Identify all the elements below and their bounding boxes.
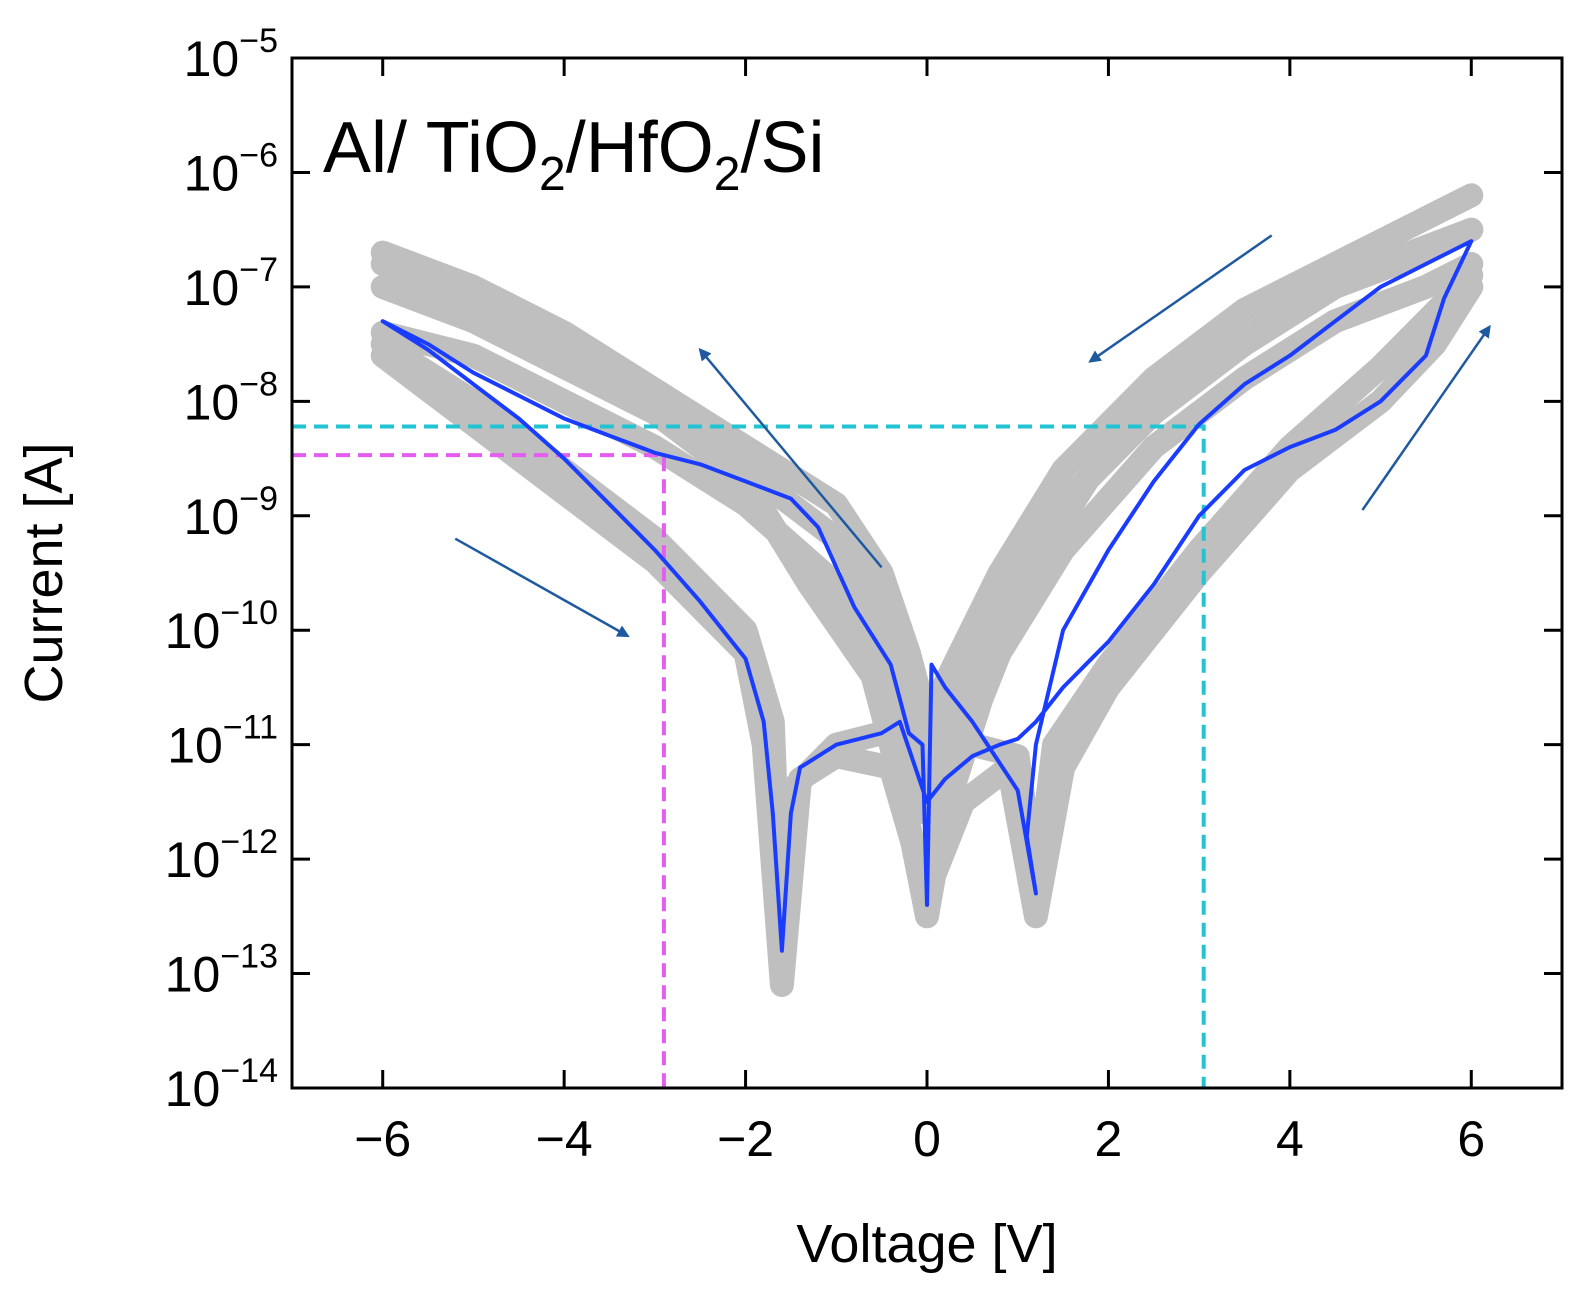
- arrow-lower-right: [1361, 324, 1491, 511]
- y-tick-exponent: −13: [220, 938, 278, 976]
- y-tick-base: 10: [165, 603, 221, 659]
- x-tick-label: −4: [536, 1111, 593, 1167]
- y-tick-label: 10−12: [165, 823, 278, 888]
- y-tick-base: 10: [167, 718, 223, 774]
- y-tick-label: 10−8: [184, 365, 278, 430]
- y-tick-label: 10−6: [184, 136, 278, 201]
- x-tick-label: 2: [1095, 1111, 1123, 1167]
- cyan-reference: [292, 424, 1206, 1088]
- direction-arrows: [454, 234, 1491, 638]
- y-tick-base: 10: [184, 31, 240, 87]
- title-mid: /HfO: [566, 108, 714, 188]
- x-tick-label: 6: [1457, 1111, 1485, 1167]
- y-tick-exponent: −8: [239, 365, 278, 403]
- title-suffix: /Si: [740, 108, 824, 188]
- y-tick-label: 10−14: [165, 1052, 278, 1117]
- y-tick-label: 10−7: [184, 251, 278, 316]
- y-tick-label: 10−5: [184, 22, 278, 87]
- y-tick-base: 10: [184, 145, 240, 201]
- series-highlight-cycle: [380, 239, 1474, 953]
- y-tick-exponent: −12: [220, 823, 278, 861]
- x-axis-label: Voltage [V]: [796, 1214, 1057, 1274]
- highlight-cycle-group: [380, 239, 1474, 953]
- x-tick-label: −6: [354, 1111, 411, 1167]
- y-tick-exponent: −10: [220, 594, 278, 632]
- y-tick-exponent: −6: [239, 136, 278, 174]
- plot-background: [292, 58, 1562, 1088]
- arrow-lower-left: [454, 537, 630, 638]
- y-tick-base: 10: [165, 1061, 221, 1117]
- y-axis-label: Current [A]: [14, 442, 74, 703]
- x-tick-label: 4: [1276, 1111, 1304, 1167]
- x-tick-label: −2: [717, 1111, 774, 1167]
- arrow-upper-right: [1088, 234, 1273, 363]
- chart-title: Al/ TiO2/HfO2/Si: [323, 108, 825, 201]
- series-cycle-4: [370, 263, 1484, 975]
- y-tick-base: 10: [165, 947, 221, 1003]
- series-cycle-6: [370, 217, 1484, 929]
- magenta-reference: [292, 453, 666, 1088]
- x-axis-ticks: −6 −4 −2 0 2 4 6: [354, 58, 1485, 1167]
- y-tick-base: 10: [184, 489, 240, 545]
- y-tick-exponent: −14: [220, 1052, 278, 1090]
- title-sub-2: 2: [714, 148, 741, 201]
- title-sub-1: 2: [539, 148, 566, 201]
- y-tick-label: 10−10: [165, 594, 278, 659]
- y-tick-base: 10: [184, 260, 240, 316]
- y-tick-exponent: −9: [239, 480, 278, 518]
- y-tick-label: 10−9: [184, 480, 278, 545]
- arrow-upper-left: [698, 347, 883, 569]
- y-tick-label: 10−11: [167, 709, 278, 774]
- title-prefix: Al/ TiO: [323, 108, 539, 188]
- y-tick-base: 10: [184, 374, 240, 430]
- y-tick-exponent: −7: [239, 251, 278, 289]
- y-tick-exponent: −5: [239, 22, 278, 60]
- reference-lines: [292, 424, 1206, 1088]
- y-tick-base: 10: [165, 832, 221, 888]
- y-tick-exponent: −11: [223, 709, 278, 747]
- x-tick-label: 0: [913, 1111, 941, 1167]
- y-tick-label: 10−13: [165, 938, 278, 1003]
- y-axis-ticks: 10−1410−1310−1210−1110−1010−910−810−710−…: [165, 22, 1562, 1117]
